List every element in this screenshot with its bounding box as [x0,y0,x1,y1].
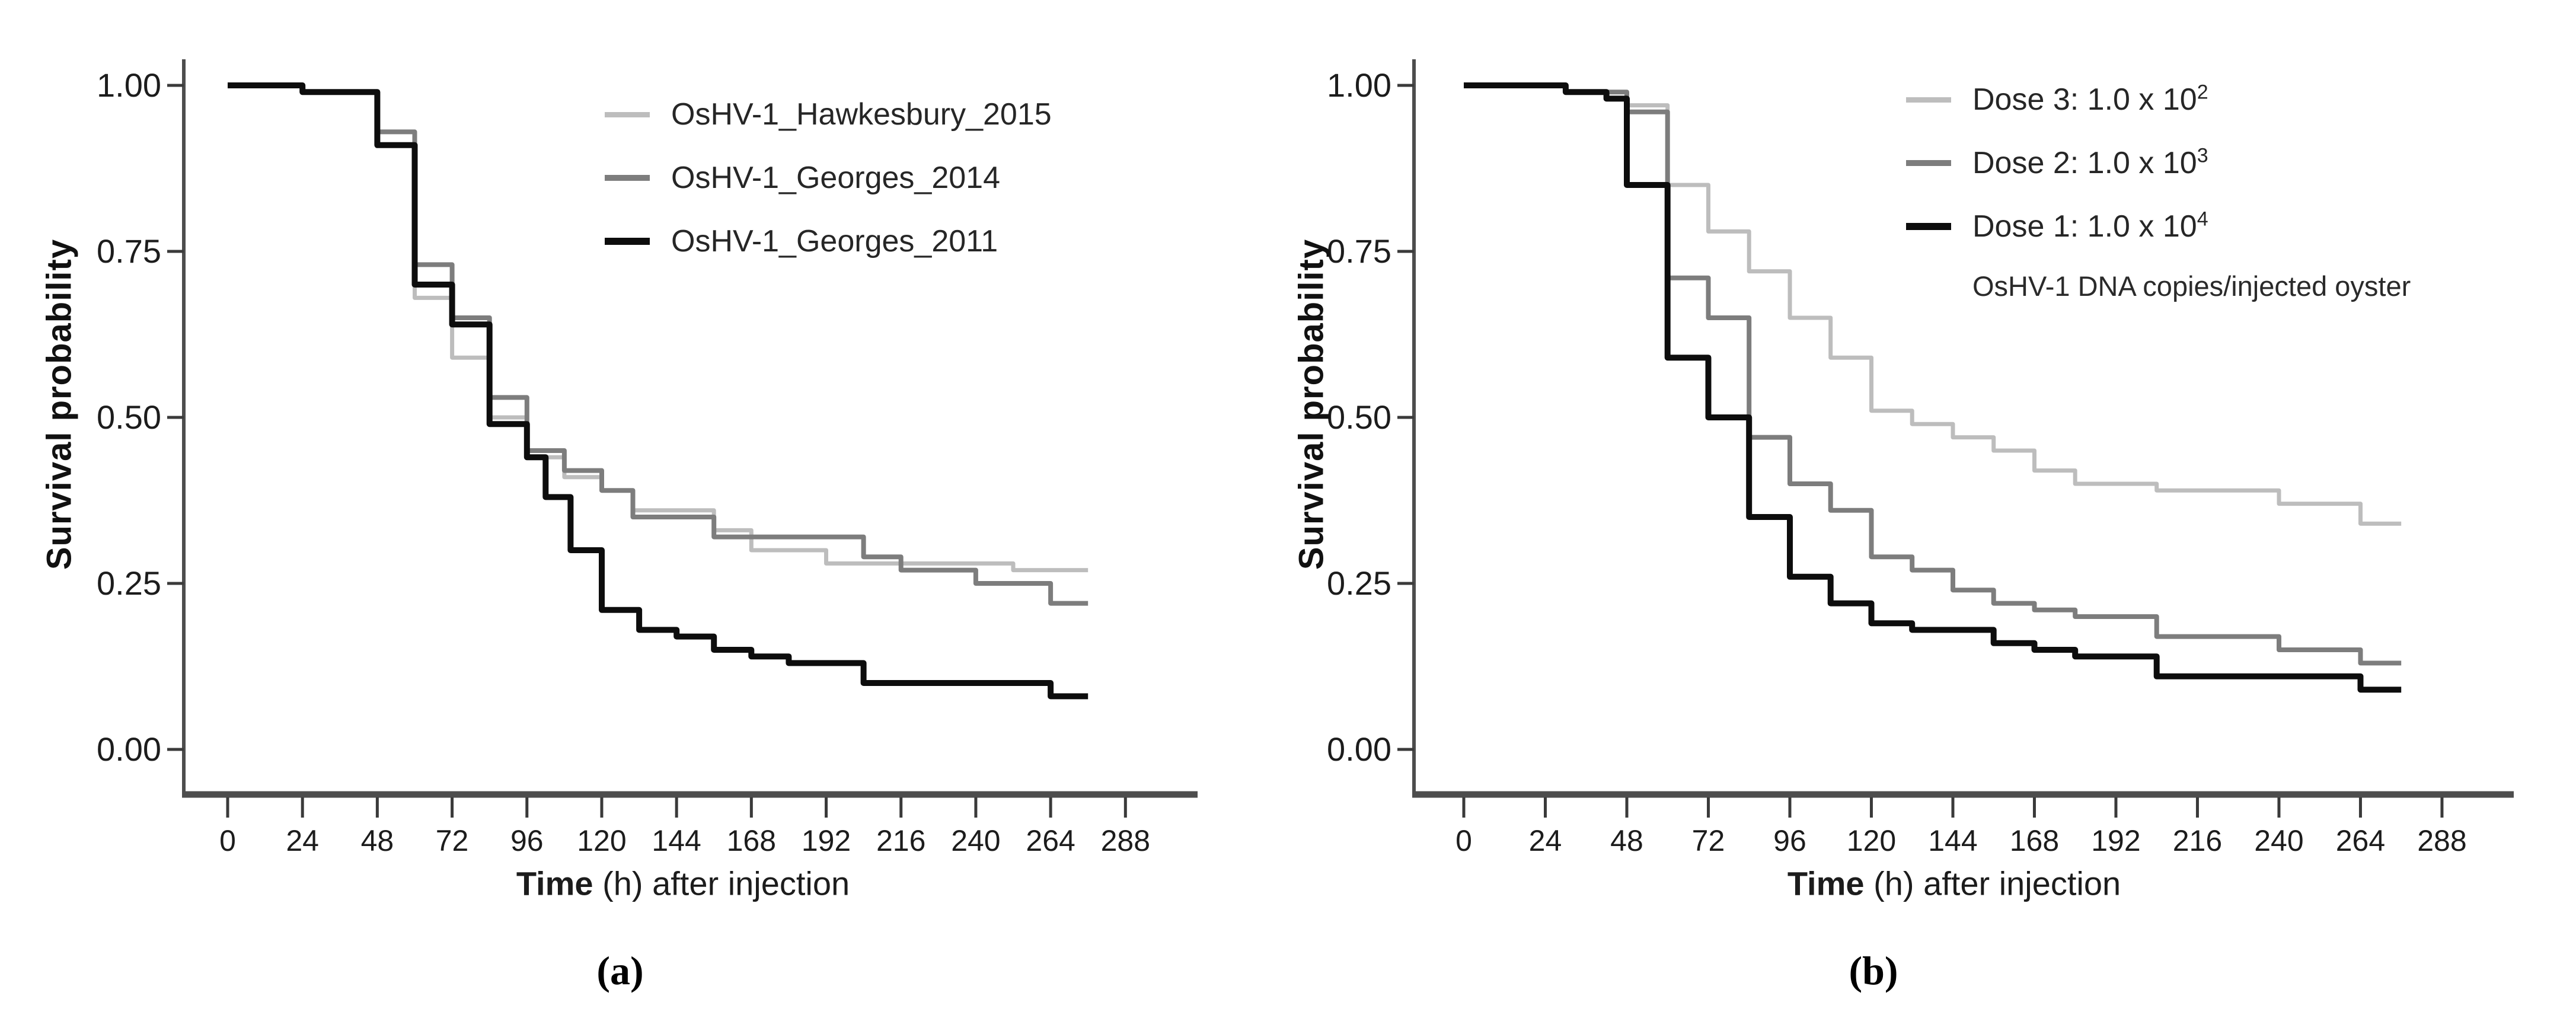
legend-b: Dose 3: 1.0 x 102 Dose 2: 1.0 x 103 Dose… [1906,78,2411,304]
legend-note: OsHV-1 DNA copies/injected oyster [1972,270,2411,302]
legend-item: OsHV-1_Hawkesbury_2015 [605,92,1052,136]
x-tick-label: 120 [577,824,626,857]
x-tick-label: 144 [652,824,701,857]
x-axis-label-b: Time (h) after injection [1787,864,2121,903]
legend-label-base: Dose 2: 1.0 x 10 [1972,146,2197,180]
legend-label-exponent: 2 [2197,81,2208,104]
x-tick-label: 48 [1610,824,1643,857]
legend-label: OsHV-1_Georges_2011 [671,224,998,258]
legend-swatch-dose-1 [1906,223,1951,230]
y-tick-label: 0.50 [1327,398,1391,436]
legend-swatch-dose-3 [1906,97,1951,103]
survival-curve [1464,82,2402,693]
y-axis-label-b: Survival probability [1292,238,1331,570]
survival-curve [228,83,1089,606]
x-tick-label: 72 [1692,824,1725,857]
legend-a: OsHV-1_Hawkesbury_2015 OsHV-1_Georges_20… [605,92,1052,283]
panel-caption-b: (b) [1849,948,1898,993]
legend-label: OsHV-1_Hawkesbury_2015 [671,97,1052,132]
x-tick-label: 168 [2010,824,2059,857]
x-tick-label: 24 [286,824,319,857]
y-tick-label: 0.25 [1327,564,1391,602]
x-tick-label: 192 [2091,824,2140,857]
y-tick-label: 1.00 [1327,66,1391,104]
legend-label: Dose 3: 1.0 x 102 [1972,82,2208,117]
y-tick-label: 0.25 [97,564,161,602]
legend-item: Dose 3: 1.0 x 102 [1906,78,2411,122]
x-tick-label: 168 [727,824,776,857]
legend-swatch-dose-2 [1906,160,1951,166]
y-tick-label: 0.00 [1327,730,1391,768]
legend-label-base: Dose 1: 1.0 x 10 [1972,209,2197,244]
x-tick-label: 120 [1847,824,1896,857]
legend-label-exponent: 4 [2197,208,2208,231]
x-tick-label: 240 [2254,824,2303,857]
y-tick-label: 0.00 [97,730,161,768]
y-axis-label-a: Survival probability [40,238,79,570]
y-tick-label: 0.75 [97,232,161,270]
x-axis-label-b-rest: (h) after injection [1864,864,2121,902]
x-tick-label: 264 [2336,824,2385,857]
panel-caption-a: (a) [596,948,644,993]
x-axis-label-b-bold: Time [1787,864,1865,902]
y-tick-label: 0.75 [1327,232,1391,270]
x-tick-label: 192 [802,824,851,857]
x-tick-label: 288 [2417,824,2466,857]
legend-item: OsHV-1_Georges_2014 [605,156,1052,200]
legend-label: Dose 1: 1.0 x 104 [1972,209,2208,244]
x-axis-label-a-rest: (h) after injection [593,864,850,902]
survival-curve [228,82,1089,700]
x-tick-label: 24 [1529,824,1562,857]
legend-label: Dose 2: 1.0 x 103 [1972,145,2208,181]
x-tick-label: 0 [219,824,236,857]
legend-item: OsHV-1_Georges_2011 [605,219,1052,263]
x-tick-label: 264 [1026,824,1075,857]
legend-item: Dose 1: 1.0 x 104 [1906,205,2411,248]
legend-item: Dose 2: 1.0 x 103 [1906,141,2411,185]
y-tick-label: 1.00 [97,66,161,104]
y-tick-label: 0.50 [97,398,161,436]
x-tick-label: 96 [510,824,544,857]
legend-label-exponent: 3 [2197,144,2208,167]
legend-swatch-georges-2014 [605,175,650,181]
legend-label-base: Dose 3: 1.0 x 10 [1972,82,2197,117]
x-axis-label-a: Time (h) after injection [516,864,850,903]
x-tick-label: 216 [876,824,925,857]
legend-swatch-georges-2011 [605,238,650,245]
x-tick-label: 240 [951,824,1000,857]
x-tick-label: 144 [1928,824,1977,857]
x-tick-label: 288 [1101,824,1150,857]
x-tick-label: 72 [436,824,469,857]
legend-label: OsHV-1_Georges_2014 [671,161,1001,195]
x-axis-label-a-bold: Time [516,864,593,902]
x-tick-label: 0 [1455,824,1472,857]
legend-swatch-hawkesbury-2015 [605,111,650,117]
x-tick-label: 48 [361,824,394,857]
x-tick-label: 96 [1773,824,1806,857]
x-tick-label: 216 [2173,824,2222,857]
